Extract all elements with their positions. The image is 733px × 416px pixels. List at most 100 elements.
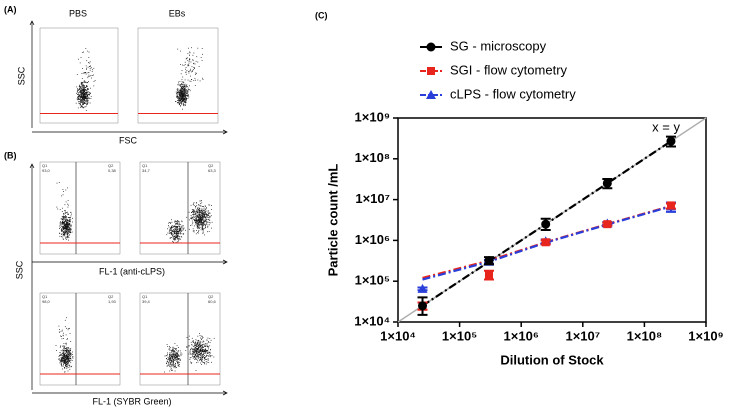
event-dot bbox=[82, 93, 83, 94]
event-dot bbox=[196, 353, 197, 354]
event-dots bbox=[166, 200, 212, 243]
event-dot bbox=[182, 98, 183, 99]
event-dot bbox=[67, 234, 68, 235]
event-dot bbox=[193, 80, 194, 81]
event-dot bbox=[200, 81, 201, 82]
event-dot bbox=[68, 205, 69, 206]
event-dot bbox=[64, 224, 65, 225]
event-dot bbox=[202, 344, 203, 345]
event-dot bbox=[175, 363, 176, 364]
event-dot bbox=[186, 87, 187, 88]
event-dot bbox=[181, 83, 182, 84]
event-dot bbox=[84, 107, 85, 108]
event-dot bbox=[203, 362, 204, 363]
event-dot bbox=[188, 80, 189, 81]
event-dot bbox=[201, 360, 202, 361]
event-dot bbox=[177, 345, 178, 346]
event-dot bbox=[70, 232, 71, 233]
event-dot bbox=[185, 64, 186, 65]
panel-label: (C) bbox=[315, 10, 328, 20]
event-dot bbox=[204, 355, 205, 356]
event-dot bbox=[61, 365, 62, 366]
event-dot bbox=[175, 223, 176, 224]
event-dot bbox=[62, 360, 63, 361]
event-dot bbox=[169, 349, 170, 350]
event-dots bbox=[175, 47, 203, 109]
event-dot bbox=[205, 227, 206, 228]
event-dot bbox=[191, 357, 192, 358]
event-dot bbox=[194, 357, 195, 358]
event-dot bbox=[202, 338, 203, 339]
event-dot bbox=[88, 81, 89, 82]
event-dot bbox=[173, 361, 174, 362]
event-dot bbox=[207, 355, 208, 356]
event-dot bbox=[203, 215, 204, 216]
event-dot bbox=[199, 354, 200, 355]
event-dot bbox=[189, 73, 190, 74]
event-dot bbox=[79, 89, 80, 90]
event-dot bbox=[167, 354, 168, 355]
event-dot bbox=[80, 87, 81, 88]
event-dot bbox=[202, 60, 203, 61]
event-dot bbox=[177, 222, 178, 223]
event-dot bbox=[170, 347, 171, 348]
event-dot bbox=[209, 216, 210, 217]
event-dot bbox=[169, 354, 170, 355]
event-dot bbox=[59, 355, 60, 356]
event-dot bbox=[184, 228, 185, 229]
event-dot bbox=[185, 105, 186, 106]
event-dot bbox=[200, 343, 201, 344]
event-dot bbox=[85, 72, 86, 73]
event-dot bbox=[68, 217, 69, 218]
event-dot bbox=[186, 85, 187, 86]
event-dot bbox=[83, 103, 84, 104]
event-dot bbox=[83, 104, 84, 105]
event-dot bbox=[183, 82, 184, 83]
event-dot bbox=[172, 351, 173, 352]
y-tick-label: 1×10⁷ bbox=[355, 191, 390, 206]
event-dot bbox=[210, 217, 211, 218]
event-dot bbox=[78, 101, 79, 102]
event-dot bbox=[204, 214, 205, 215]
event-dot bbox=[85, 92, 86, 93]
event-dot bbox=[64, 218, 65, 219]
event-dot bbox=[184, 88, 185, 89]
point bbox=[542, 238, 550, 246]
event-dot bbox=[205, 356, 206, 357]
event-dot bbox=[196, 73, 197, 74]
event-dot bbox=[197, 226, 198, 227]
event-dot bbox=[169, 365, 170, 366]
event-dot bbox=[71, 225, 72, 226]
event-dot bbox=[94, 81, 95, 82]
event-dot bbox=[87, 104, 88, 105]
event-dot bbox=[183, 101, 184, 102]
event-dots bbox=[164, 333, 215, 372]
event-dot bbox=[190, 358, 191, 359]
event-dot bbox=[202, 355, 203, 356]
event-dot bbox=[196, 348, 197, 349]
event-dot bbox=[200, 201, 201, 202]
event-dot bbox=[69, 237, 70, 238]
event-dot bbox=[87, 103, 88, 104]
event-dot bbox=[185, 72, 186, 73]
event-dot bbox=[204, 351, 205, 352]
event-dot bbox=[180, 232, 181, 233]
event-dot bbox=[82, 73, 83, 74]
event-dot bbox=[178, 103, 179, 104]
event-dot bbox=[176, 234, 177, 235]
event-dot bbox=[68, 362, 69, 363]
event-dot bbox=[177, 96, 178, 97]
event-dot bbox=[179, 95, 180, 96]
event-dot bbox=[193, 358, 194, 359]
event-dot bbox=[201, 357, 202, 358]
event-dot bbox=[71, 229, 72, 230]
event-dot bbox=[70, 348, 71, 349]
event-dot bbox=[69, 361, 70, 362]
event-dot bbox=[62, 211, 63, 212]
event-dot bbox=[177, 93, 178, 94]
event-dot bbox=[78, 97, 79, 98]
event-dot bbox=[176, 357, 177, 358]
event-dot bbox=[180, 96, 181, 97]
event-dot bbox=[186, 100, 187, 101]
event-dot bbox=[85, 96, 86, 97]
